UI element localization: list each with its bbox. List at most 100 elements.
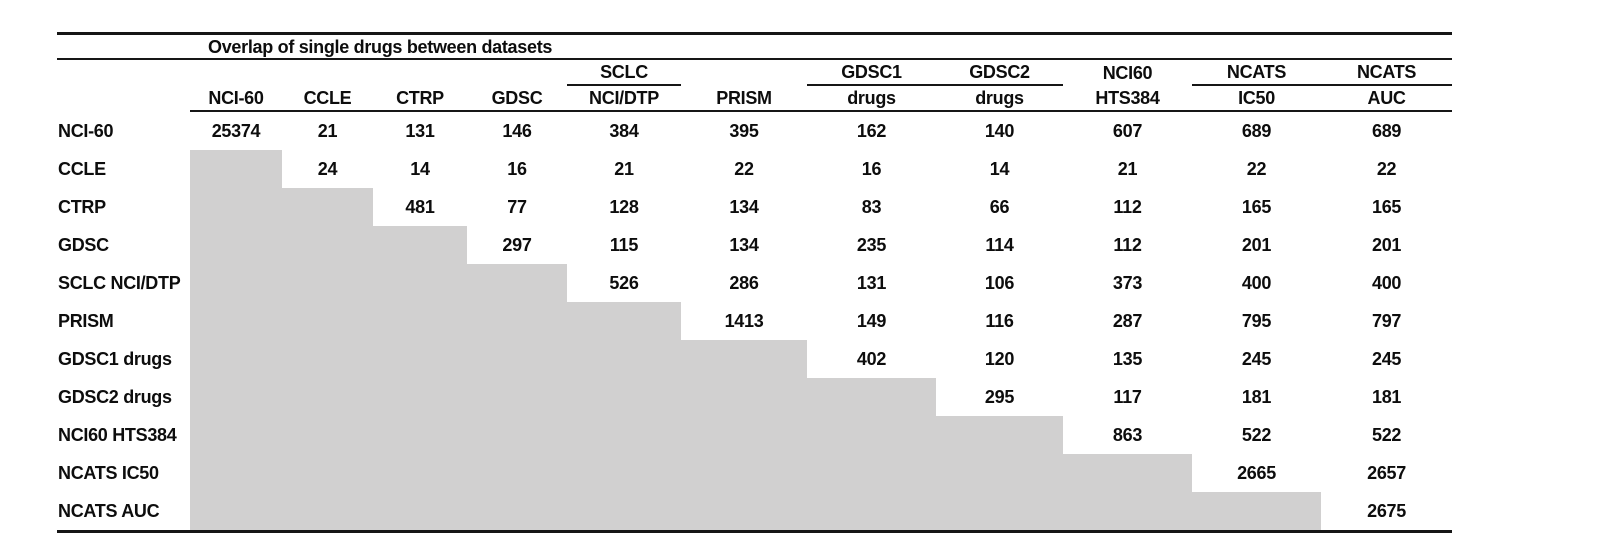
value-cell: 115 [609, 235, 639, 255]
row-label: PRISM [58, 311, 114, 331]
shaded-cell [282, 188, 373, 226]
column-header-label: NCI/DTP [567, 85, 681, 112]
column-spanner-label [467, 59, 567, 85]
value-cell: 1413 [724, 311, 764, 331]
table-row: GDSC2 drugs 295 117 181 181 [57, 378, 1452, 416]
value-cell: 77 [507, 197, 527, 217]
shaded-cell [282, 378, 373, 416]
shaded-cell [282, 226, 373, 264]
column-spanner-label: NCATS [1321, 59, 1453, 86]
shaded-cell [190, 302, 282, 340]
value-cell: 165 [1241, 197, 1272, 217]
value-cell: 16 [507, 159, 527, 179]
value-cell: 245 [1241, 349, 1272, 369]
value-cell: 689 [1241, 121, 1272, 141]
value-cell: 21 [614, 159, 634, 179]
shaded-cell [190, 340, 282, 378]
shaded-cell [936, 492, 1063, 533]
row-label: SCLC NCI/DTP [58, 273, 181, 293]
shaded-cell [681, 340, 807, 378]
value-cell: 131 [856, 273, 887, 293]
value-cell: 181 [1241, 387, 1272, 407]
shaded-cell [373, 264, 467, 302]
overlap-table-body: Overlap of single drugs between datasets… [57, 32, 1453, 533]
value-cell: 201 [1241, 235, 1272, 255]
value-cell: 24 [317, 159, 338, 179]
table-row: NCI-60 25374 21 131 146 384 395 162 140 607 689 689 [57, 111, 1452, 150]
value-cell: 22 [1246, 159, 1267, 179]
column-spanner-label: SCLC [567, 59, 681, 86]
shaded-cell [467, 302, 567, 340]
shaded-cell [681, 416, 807, 454]
table-row: NCATS AUC 2675 [57, 492, 1453, 533]
value-cell: 146 [502, 121, 532, 141]
value-cell: 2657 [1367, 463, 1406, 483]
column-spanner-label [373, 59, 467, 85]
value-cell: 106 [984, 273, 1015, 293]
shaded-cell [1063, 454, 1192, 492]
value-cell: 797 [1371, 311, 1402, 331]
table-row: PRISM 1413 149 116 287 795 797 [57, 302, 1452, 340]
header-stub [57, 59, 190, 85]
value-cell: 25374 [211, 121, 261, 141]
table-row: CTRP 481 77 128 134 83 66 112 165 165 [57, 188, 1452, 226]
value-cell: 120 [984, 349, 1015, 369]
shaded-cell [567, 454, 681, 492]
value-cell: 297 [502, 235, 532, 255]
shaded-cell [936, 416, 1063, 454]
shaded-cell [282, 264, 373, 302]
column-spanner-label [681, 59, 807, 85]
value-cell: 287 [1112, 311, 1143, 331]
value-cell: 83 [861, 197, 882, 217]
overlap-table: Overlap of single drugs between datasets… [57, 32, 1453, 533]
shaded-cell [190, 454, 282, 492]
column-spanner-label [282, 59, 373, 85]
shaded-cell [807, 416, 936, 454]
shaded-cell [190, 188, 282, 226]
shaded-cell [681, 454, 807, 492]
value-cell: 373 [1112, 273, 1143, 293]
column-spanner-label: NCATS [1192, 59, 1321, 86]
column-header-label: CTRP [373, 85, 467, 112]
table-row: NCATS IC50 2665 2657 [57, 454, 1452, 492]
value-cell: 149 [856, 311, 887, 331]
shaded-cell [1063, 492, 1192, 533]
value-cell: 112 [1113, 235, 1142, 255]
shaded-cell [467, 378, 567, 416]
row-label: GDSC2 drugs [58, 387, 172, 407]
value-cell: 116 [985, 311, 1014, 331]
shaded-cell [567, 492, 681, 533]
row-label: NCATS AUC [57, 492, 190, 533]
value-cell: 689 [1371, 121, 1402, 141]
column-header-label: CCLE [282, 85, 373, 112]
value-cell: 2675 [1321, 492, 1453, 533]
value-cell: 522 [1241, 425, 1272, 445]
shaded-cell [567, 378, 681, 416]
shaded-cell [807, 492, 936, 533]
row-label: NCATS IC50 [58, 463, 159, 483]
shaded-cell [936, 454, 1063, 492]
value-cell: 607 [1112, 121, 1143, 141]
column-header-label: NCI-60 [190, 85, 282, 112]
column-header-label: AUC [1321, 85, 1453, 112]
header-stub [57, 85, 190, 111]
shaded-cell [567, 340, 681, 378]
row-label: CTRP [58, 197, 106, 217]
value-cell: 286 [729, 273, 759, 293]
row-label: CCLE [58, 159, 106, 179]
column-header-label: drugs [807, 85, 936, 112]
shaded-cell [373, 340, 467, 378]
value-cell: 134 [729, 235, 759, 255]
value-cell: 21 [317, 121, 338, 141]
row-label: GDSC1 drugs [58, 349, 172, 369]
value-cell: 66 [989, 197, 1010, 217]
value-cell: 14 [989, 159, 1010, 179]
shaded-cell [282, 416, 373, 454]
value-cell: 135 [1112, 349, 1143, 369]
value-cell: 245 [1371, 349, 1402, 369]
column-spanner-label: GDSC2 [936, 59, 1063, 86]
column-spanner-label [190, 59, 282, 85]
value-cell: 21 [1117, 159, 1138, 179]
column-spanner-label: NCI60 [1102, 62, 1153, 83]
column-header-label: drugs [936, 85, 1063, 112]
